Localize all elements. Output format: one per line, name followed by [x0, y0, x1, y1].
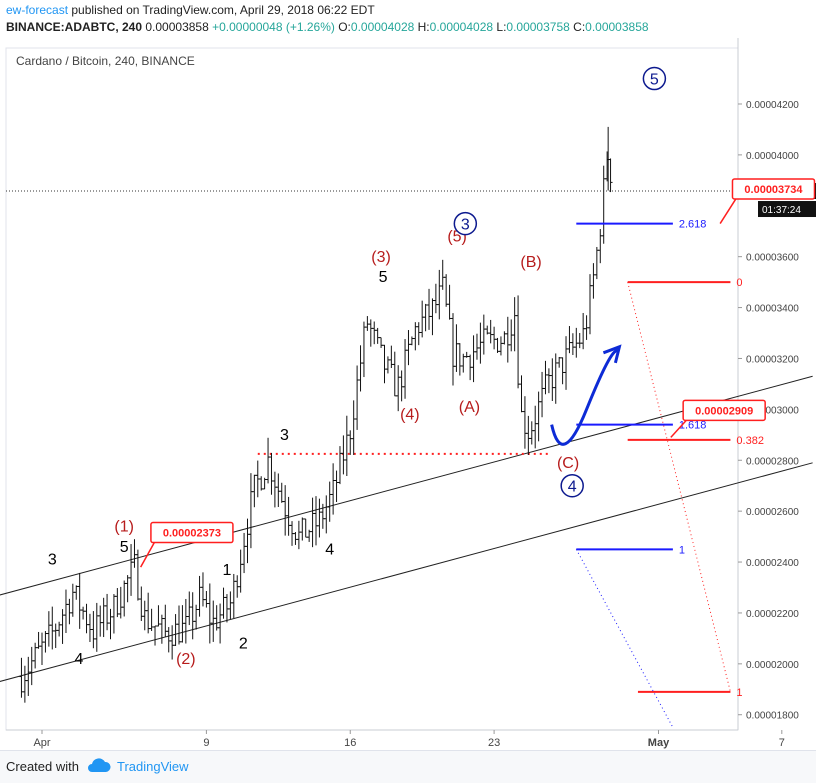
callout-box: [682, 399, 766, 422]
projection-arrowhead: [602, 344, 622, 364]
projection-arrow: [550, 349, 619, 446]
wave-label: (2): [176, 651, 196, 668]
callout-box: [731, 178, 816, 200]
open-value: 0.00004028: [350, 20, 415, 34]
last-price: 0.00003858: [145, 20, 209, 34]
x-tick-label: May: [648, 737, 670, 749]
tradingview-link[interactable]: TradingView: [117, 759, 189, 774]
close-value: 0.00003858: [585, 20, 649, 34]
trend-channel-lower: [0, 462, 813, 682]
open-label: O:: [338, 20, 351, 34]
fib-blue-connector: [575, 549, 674, 728]
x-tick-label: 16: [344, 737, 356, 749]
fib-red-connector: [627, 281, 731, 692]
callout-label: 0.00002373: [163, 528, 221, 540]
wave-label: 3: [48, 552, 57, 569]
tradingview-cloud-icon: [88, 758, 111, 772]
price-chart[interactable]: Cardano / Bitcoin, 240, BINANCE 0.0000420…: [0, 38, 816, 750]
wave-label: 4: [325, 541, 334, 558]
wave-label: 2: [239, 636, 248, 653]
y-tick-label: 0.00004200: [746, 100, 799, 111]
y-tick-label: 0.00002400: [746, 558, 799, 569]
wave-label: (3): [371, 249, 391, 266]
y-tick-label: 0.00002000: [746, 660, 799, 671]
y-tick-label: 0.00003000: [746, 405, 799, 416]
countdown-tag: [758, 201, 816, 218]
wave-label: 5: [120, 539, 129, 556]
chart-title: Cardano / Bitcoin, 240, BINANCE: [16, 54, 195, 68]
trend-channel-upper: [0, 375, 813, 596]
wave-label: (1): [114, 519, 134, 536]
plot-area: [5, 47, 739, 731]
callout-pointer: [139, 541, 156, 568]
y-tick-label: 0.00002800: [746, 456, 799, 467]
ohlc-line: BINANCE:ADABTC, 240 0.00003858 +0.000000…: [6, 20, 649, 34]
callout-pointer: [670, 418, 688, 438]
wave-circle: [560, 473, 584, 498]
wave-label: (4): [400, 407, 420, 424]
y-tick-label: 0.00002600: [746, 507, 799, 518]
low-value: 0.00003758: [506, 20, 570, 34]
high-label: H:: [417, 20, 430, 34]
fib-level-label: 1: [679, 544, 685, 556]
wave-circle-label: 4: [568, 479, 577, 496]
wave-label: (C): [557, 455, 579, 472]
footer: Created with TradingView: [0, 750, 816, 783]
fib-level-label: 2.618: [679, 219, 707, 231]
callout-box: [150, 521, 234, 544]
wave-label: 1: [222, 562, 231, 579]
y-tick-label: 0.00003400: [746, 304, 799, 315]
x-tick-label: 7: [779, 737, 785, 749]
countdown-label: 01:37:24: [762, 205, 801, 216]
wave-circle-label: 5: [650, 72, 659, 89]
published-text: published on TradingView.com, April 29, …: [71, 3, 375, 17]
publish-line: ew-forecast published on TradingView.com…: [6, 3, 375, 17]
y-tick-label: 0.00003200: [746, 354, 799, 365]
fib-level-label: 1.618: [679, 420, 707, 432]
change-value: +0.00000048 (+1.26%): [212, 20, 335, 34]
close-label: C:: [573, 20, 586, 34]
created-with-text: Created with: [6, 759, 79, 774]
callout-label: 0.00002909: [695, 405, 753, 417]
x-tick-label: 9: [203, 737, 209, 749]
wave-label: (B): [520, 254, 541, 271]
wave-label: 4: [75, 651, 84, 668]
y-tick-label: 0.00002200: [746, 609, 799, 620]
fib-level-label: 0: [736, 277, 742, 289]
wave-circle-label: 3: [461, 217, 470, 234]
symbol-label: BINANCE:ADABTC, 240: [6, 20, 143, 34]
x-tick-label: 23: [488, 737, 500, 749]
wave-label: (A): [459, 399, 480, 416]
high-value: 0.00004028: [429, 20, 494, 34]
author-link[interactable]: ew-forecast: [6, 3, 69, 17]
wave-circle: [453, 211, 478, 236]
x-tick-label: Apr: [33, 737, 50, 749]
callout-pointer: [719, 197, 738, 224]
y-tick-label: 0.00003600: [746, 253, 799, 264]
low-label: L:: [496, 20, 507, 34]
wave-circle: [642, 66, 667, 91]
y-tick-label: 0.00004000: [746, 151, 799, 162]
y-tick-label: 0.00001800: [746, 711, 799, 722]
fib-level-label: 0.382: [736, 435, 764, 447]
wave-label: 3: [280, 427, 289, 444]
wave-label: 5: [379, 269, 388, 286]
callout-label: 0.00003734: [744, 184, 803, 196]
fib-level-label: 1: [736, 687, 742, 699]
